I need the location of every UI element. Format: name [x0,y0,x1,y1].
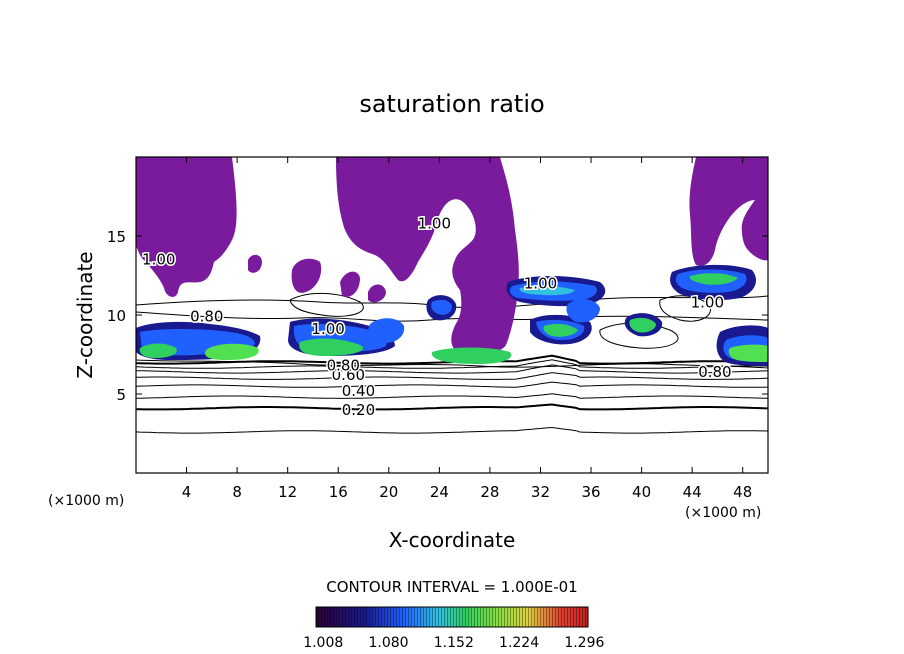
colorbar [315,606,589,628]
y-tick-label: 5 [116,386,126,404]
colorbar-stripes [316,607,588,627]
subsaturated-contour-lines [136,292,768,434]
x-tick-label: 16 [329,483,348,501]
contour-line [136,393,768,399]
contour-line [136,381,768,388]
anvil-right [689,157,768,266]
anvil-small-3 [340,271,360,298]
contour-label: 0.80 [327,357,360,375]
region-cloud-a [368,318,405,344]
x-tick-label: 12 [278,483,297,501]
x-tick-label: 20 [379,483,398,501]
region-left-green-2 [205,343,259,360]
x-unit-label-right: (×1000 m) [685,505,761,521]
contour-line [136,359,768,369]
region-right-bottom-green [728,344,768,362]
anvil-center [336,157,519,355]
anvil-left [136,157,237,297]
colorbar-tick-label: 1.152 [434,635,474,651]
contour-line [136,426,768,434]
contour-label: 1.00 [142,251,175,269]
colorbar-tick-label: 1.224 [499,635,539,651]
y-tick-label: 10 [107,307,126,325]
contour-label: 0.20 [342,401,375,419]
contour-line [136,403,768,411]
contour-line [136,364,768,374]
contour-label: 0.80 [698,363,731,381]
colorbar-frame [315,606,589,628]
contour-label: 1.00 [524,274,557,292]
anvil-small-1 [248,254,262,273]
region-left-green-1 [139,343,177,358]
x-tick-label: 48 [733,483,752,501]
anvil-small-4 [368,284,386,303]
y-axis-label: Z-coordinate [73,251,97,378]
region-cloud-d-inner [629,317,656,333]
contour-label: 0.40 [342,382,375,400]
x-tick-label: 40 [632,483,651,501]
region-right-top-green [689,273,738,285]
x-tick-label: 44 [683,483,702,501]
colorbar-tick-labels: 1.008 1.080 1.152 1.224 1.296 [303,635,604,651]
x-unit-label-left: (×1000 m) [48,493,124,509]
contour-label: 1.00 [418,214,451,232]
region-center-right-cyan [519,285,575,296]
contour-interval-text: CONTOUR INTERVAL = 1.000E-01 [326,578,577,596]
supersaturated-regions [136,264,768,366]
contour-label: 0.80 [190,308,223,326]
x-tick-label: 4 [182,483,192,501]
y-axis-ticks: 5 10 15 [107,228,768,404]
x-tick-label: 28 [480,483,499,501]
contour-line [136,372,768,380]
saturated-anvil-regions [136,157,768,355]
y-tick-label: 15 [107,228,126,246]
contour-label: 1.00 [311,320,344,338]
plot-area: 0.200.400.600.800.800.801.001.001.001.00… [136,157,768,434]
chart-title: saturation ratio [359,90,544,118]
contour-line [136,359,768,369]
colorbar-tick-label: 1.080 [368,635,408,651]
x-axis-ticks: 4 8 12 16 20 24 28 32 36 40 44 48 [182,157,752,501]
colorbar-tick-label: 1.296 [564,635,604,651]
x-tick-label: 32 [531,483,550,501]
region-center-left-green [299,338,364,356]
contour-label: 1.00 [691,293,724,311]
region-cloud-c [566,299,600,323]
contour-label: 0.60 [332,366,365,384]
colorbar-tick-label: 1.008 [303,635,343,651]
x-tick-label: 24 [430,483,449,501]
contour-labels: 0.200.400.600.800.800.801.001.001.001.00… [141,213,734,420]
x-tick-label: 8 [232,483,242,501]
contour-line [289,292,364,317]
x-axis-label: X-coordinate [389,528,516,552]
x-tick-label: 36 [581,483,600,501]
anvil-small-2 [291,258,322,293]
region-center-right-lower-green [543,323,578,337]
region-center-base [431,347,512,364]
region-cloud-b-inner [431,299,452,315]
